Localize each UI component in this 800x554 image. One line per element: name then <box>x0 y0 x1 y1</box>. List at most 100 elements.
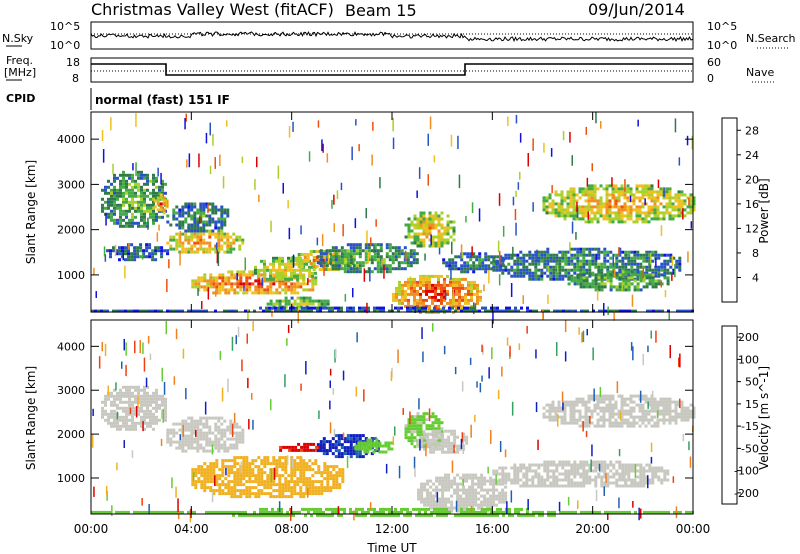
range-time-cell <box>341 468 345 472</box>
range-time-cell <box>458 286 461 290</box>
range-time-cell <box>320 299 324 303</box>
range-time-cell <box>623 220 627 224</box>
range-time-cell <box>689 205 693 209</box>
range-time-cell <box>281 495 285 499</box>
range-time-cell <box>335 483 339 487</box>
range-time-cell <box>239 282 243 286</box>
range-time-cell <box>413 445 417 449</box>
scatter-echo <box>198 153 200 168</box>
range-time-cell <box>636 268 640 272</box>
range-time-cell <box>110 424 113 428</box>
range-time-cell <box>274 306 277 310</box>
range-time-cell <box>585 481 589 485</box>
range-time-cell <box>476 295 479 299</box>
range-time-cell <box>223 309 226 313</box>
range-time-cell <box>278 302 282 306</box>
range-time-cell <box>125 391 128 395</box>
range-time-cell <box>229 235 233 239</box>
range-time-cell <box>287 495 291 499</box>
range-time-cell <box>248 471 252 475</box>
range-time-cell <box>202 202 206 206</box>
range-time-cell <box>296 274 299 278</box>
scatter-echo <box>287 200 289 209</box>
range-time-cell <box>226 235 230 239</box>
scatter-echo <box>336 190 339 200</box>
range-time-cell <box>346 437 350 441</box>
range-time-cell <box>239 288 243 292</box>
range-time-cell <box>410 292 413 296</box>
range-time-cell <box>677 202 681 206</box>
range-time-cell <box>104 191 107 195</box>
range-time-cell <box>193 232 197 236</box>
scatter-echo <box>612 253 614 267</box>
range-time-cell <box>635 184 639 188</box>
range-time-cell <box>493 306 496 310</box>
range-time-cell <box>152 397 155 401</box>
range-time-cell <box>315 448 319 452</box>
range-time-cell <box>474 500 478 504</box>
range-time-cell <box>636 256 640 260</box>
range-time-cell <box>337 309 340 313</box>
range-time-cell <box>338 474 342 478</box>
range-time-cell <box>338 468 342 472</box>
range-time-cell <box>668 190 672 194</box>
range-time-cell <box>638 205 642 209</box>
range-time-cell <box>208 443 212 447</box>
range-time-cell <box>215 288 219 292</box>
range-time-cell <box>573 481 577 485</box>
range-time-cell <box>423 435 427 439</box>
range-time-cell <box>599 199 603 203</box>
scatter-echo <box>370 237 372 246</box>
range-time-cell <box>224 465 228 469</box>
range-time-cell <box>624 463 628 467</box>
range-time-cell <box>281 262 284 266</box>
range-time-cell <box>131 188 134 192</box>
range-time-cell <box>585 259 589 263</box>
scatter-echo <box>292 254 295 268</box>
range-time-cell <box>434 289 437 293</box>
range-time-cell <box>585 472 589 476</box>
range-time-cell <box>190 208 194 212</box>
range-time-cell <box>455 304 458 308</box>
range-time-cell <box>572 211 576 215</box>
range-time-cell <box>440 274 443 278</box>
range-time-cell <box>676 309 679 313</box>
range-time-cell <box>642 285 646 289</box>
range-time-cell <box>451 267 455 271</box>
range-time-cell <box>284 480 288 484</box>
range-time-cell <box>668 217 672 221</box>
range-time-cell <box>193 440 197 444</box>
range-time-cell <box>260 474 264 478</box>
range-time-cell <box>641 193 645 197</box>
range-time-cell <box>113 188 116 192</box>
range-time-cell <box>413 418 417 422</box>
scatter-echo <box>668 311 670 320</box>
range-time-cell <box>549 475 553 479</box>
range-time-cell <box>611 187 615 191</box>
range-time-cell <box>299 296 303 300</box>
range-time-cell <box>220 220 224 224</box>
range-time-cell <box>143 215 146 219</box>
scatter-echo <box>687 251 689 263</box>
range-time-cell <box>131 185 134 189</box>
range-time-cell <box>561 277 565 281</box>
range-time-cell <box>211 211 215 215</box>
range-time-cell <box>363 447 367 451</box>
range-time-cell <box>641 205 645 209</box>
scatter-echo <box>179 251 181 266</box>
range-time-cell <box>422 280 425 284</box>
range-time-cell <box>682 309 685 313</box>
scatter-echo <box>512 246 514 259</box>
range-time-cell <box>128 218 131 222</box>
range-time-cell <box>404 235 408 239</box>
range-time-cell <box>128 188 131 192</box>
range-time-cell <box>227 468 231 472</box>
range-time-cell <box>618 253 622 257</box>
range-time-cell <box>146 394 149 398</box>
range-time-cell <box>542 205 546 209</box>
range-time-cell <box>528 274 532 278</box>
range-time-cell <box>352 270 356 274</box>
range-time-cell <box>306 445 310 449</box>
range-time-cell <box>162 199 166 203</box>
range-time-cell <box>628 309 631 313</box>
